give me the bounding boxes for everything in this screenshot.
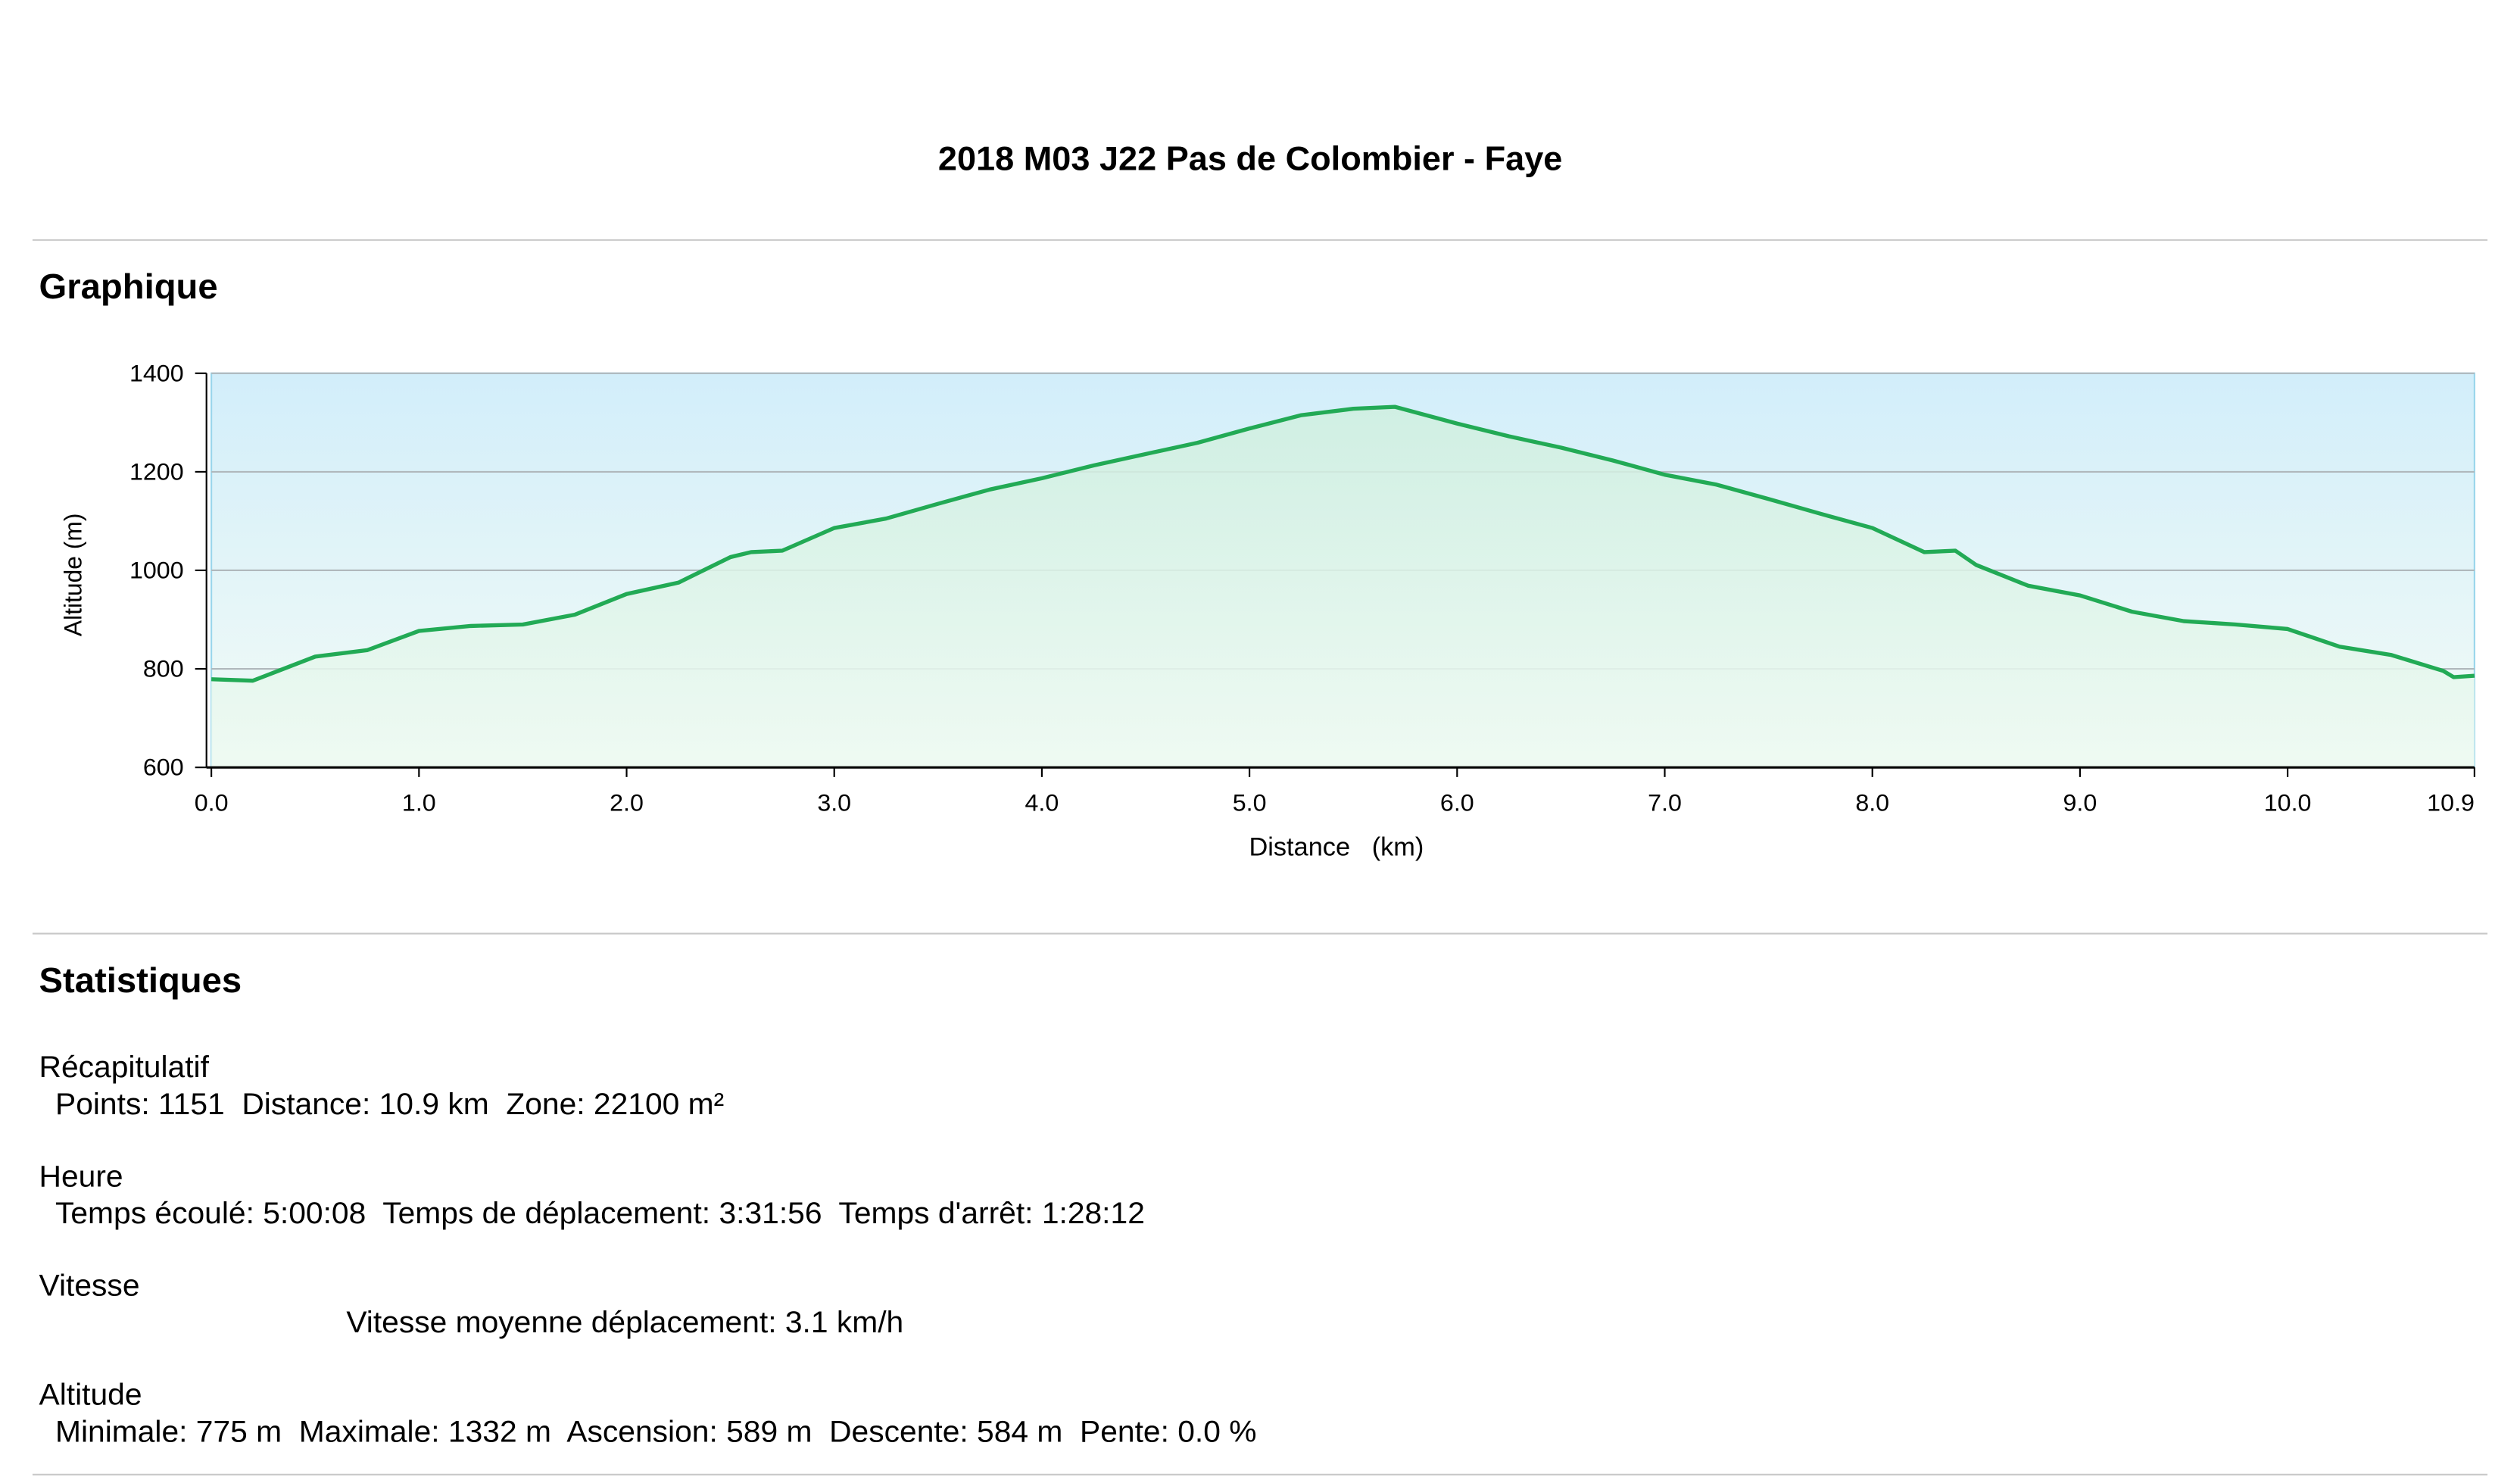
y-tick-label: 600: [143, 754, 184, 781]
stat-line: Minimale: 775 m Maximale: 1332 m Ascensi…: [55, 1414, 1257, 1449]
elevation-area: [211, 407, 2475, 768]
stat-line: Points: 1151 Distance: 10.9 km Zone: 221…: [55, 1086, 724, 1121]
stat-line: Vitesse moyenne déplacement: 3.1 km/h: [346, 1304, 903, 1339]
y-tick-label: 1400: [129, 360, 184, 387]
x-tick-label: 2.0: [610, 789, 644, 817]
elevation-line: [211, 404, 2475, 683]
x-tick-label: 9.0: [2063, 789, 2097, 817]
section-heading: Statistiques: [39, 960, 242, 1000]
x-tick-label: 0.0: [195, 789, 229, 817]
report-title: 2018 M03 J22 Pas de Colombier - Faye: [938, 140, 1562, 178]
stat-group-label: Altitude: [39, 1377, 142, 1412]
x-tick-label: 6.0: [1440, 789, 1474, 817]
elevation-chart: 600 800 1000 1200 1400 0.0 1.0 2.0 3.0 4.0 5.0 6.0 7…: [59, 360, 2475, 862]
x-tick-label: 3.0: [817, 789, 851, 817]
x-axis-label: Distance (km): [1249, 833, 1424, 862]
x-tick-label: 10.0: [2264, 789, 2312, 817]
x-tick-label: 8.0: [1855, 789, 1889, 817]
y-tick-label: 800: [143, 655, 184, 682]
section-heading: Graphique: [39, 267, 218, 307]
y-axis-label: Altitude (m): [59, 514, 86, 637]
stat-line: Temps écoulé: 5:00:08 Temps de déplaceme…: [55, 1195, 1145, 1230]
x-tick-label: 5.0: [1233, 789, 1267, 817]
stat-group-label: Vitesse: [39, 1268, 140, 1303]
x-tick-label: 1.0: [402, 789, 436, 817]
stat-group-label: Heure: [39, 1159, 123, 1194]
x-tick-label: 7.0: [1648, 789, 1682, 817]
x-tick-label: 4.0: [1025, 789, 1059, 817]
stat-group-label: Récapitulatif: [39, 1049, 210, 1084]
y-tick-label: 1200: [129, 458, 184, 486]
x-tick-label: 10.9: [2427, 789, 2475, 817]
y-tick-label: 1000: [129, 557, 184, 584]
